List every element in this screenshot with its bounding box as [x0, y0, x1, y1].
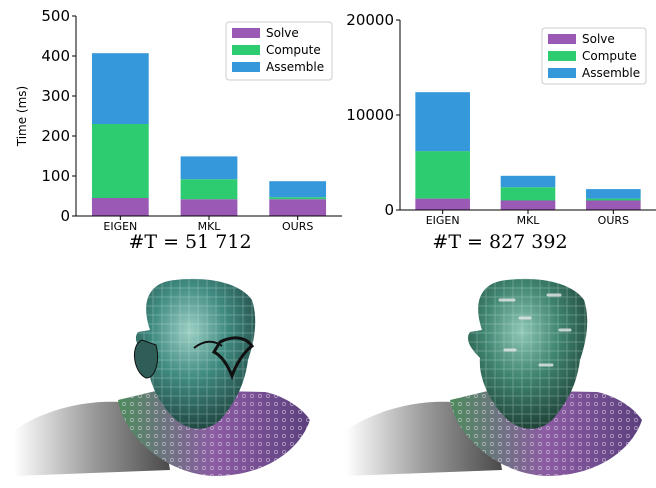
x-tick-label: OURS [598, 214, 629, 227]
bar-solve-ours [269, 199, 327, 216]
bar-solve-ours [586, 200, 641, 210]
legend-swatch-assemble [548, 68, 576, 78]
y-tick-label: 0 [60, 207, 70, 225]
bar-solve-mkl [180, 199, 238, 216]
y-tick-label: 200 [41, 127, 70, 145]
y-axis: 0 100 200 300 400 500 [41, 7, 77, 225]
bar-solve-eigen [91, 198, 149, 216]
legend: Solve Compute Assemble [225, 21, 333, 81]
bar-assemble-ours [586, 189, 641, 199]
x-tick-label: OURS [282, 220, 313, 233]
y-tick-label: 400 [41, 47, 70, 65]
bar-assemble-mkl [180, 156, 238, 180]
bar-compute-eigen [415, 151, 470, 199]
y-axis-label: Time (ms) [15, 86, 29, 148]
face-paint [211, 336, 255, 381]
bar-solve-mkl [500, 200, 556, 210]
y-tick-label: 0 [384, 201, 394, 219]
bars [415, 92, 641, 210]
legend-label-solve: Solve [266, 26, 299, 40]
chart-caption: #T = 827 392 [432, 231, 567, 253]
head-render-high [346, 278, 642, 476]
bar-compute-mkl [500, 187, 556, 201]
y-tick-label: 10000 [346, 106, 394, 124]
bar-assemble-eigen [415, 92, 470, 152]
bar-assemble-mkl [500, 175, 556, 188]
y-axis: 0 10000 20000 [346, 11, 401, 219]
legend-swatch-compute [232, 45, 260, 55]
x-axis: EIGEN MKL OURS [400, 209, 656, 227]
legend: Solve Compute Assemble [541, 27, 647, 85]
bar-compute-eigen [91, 124, 149, 198]
x-tick-label: EIGEN [426, 214, 460, 227]
legend-label-assemble: Assemble [582, 66, 640, 80]
x-tick-label: EIGEN [103, 220, 137, 233]
legend-label-compute: Compute [266, 43, 321, 57]
x-axis: EIGEN MKL OURS [76, 215, 342, 233]
y-tick-label: 300 [41, 87, 70, 105]
legend-swatch-assemble [232, 62, 260, 72]
legend-swatch-solve [232, 28, 260, 38]
chart-caption: #T = 51 712 [128, 231, 251, 253]
legend-swatch-solve [548, 34, 576, 44]
ear [134, 339, 159, 379]
legend-label-assemble: Assemble [266, 60, 324, 74]
legend-swatch-compute [548, 51, 576, 61]
bar-assemble-eigen [91, 53, 149, 125]
chart-right: 0 10000 20000 EIGEN MKL OURS Solve Compute Ass… [346, 11, 656, 253]
x-tick-label: MKL [517, 214, 541, 227]
y-tick-label: 100 [41, 167, 70, 185]
legend-label-compute: Compute [582, 49, 637, 63]
y-tick-label: 500 [41, 7, 70, 25]
bar-compute-ours [269, 197, 327, 200]
bar-solve-eigen [415, 198, 470, 210]
y-tick-label: 20000 [346, 11, 394, 29]
number-texture [498, 293, 572, 367]
bar-compute-ours [586, 198, 641, 201]
bars [91, 53, 327, 216]
bar-compute-mkl [180, 179, 238, 200]
head-render-low [14, 278, 310, 476]
bar-assemble-ours [269, 181, 327, 198]
legend-label-solve: Solve [582, 32, 615, 46]
x-tick-label: MKL [198, 220, 222, 233]
